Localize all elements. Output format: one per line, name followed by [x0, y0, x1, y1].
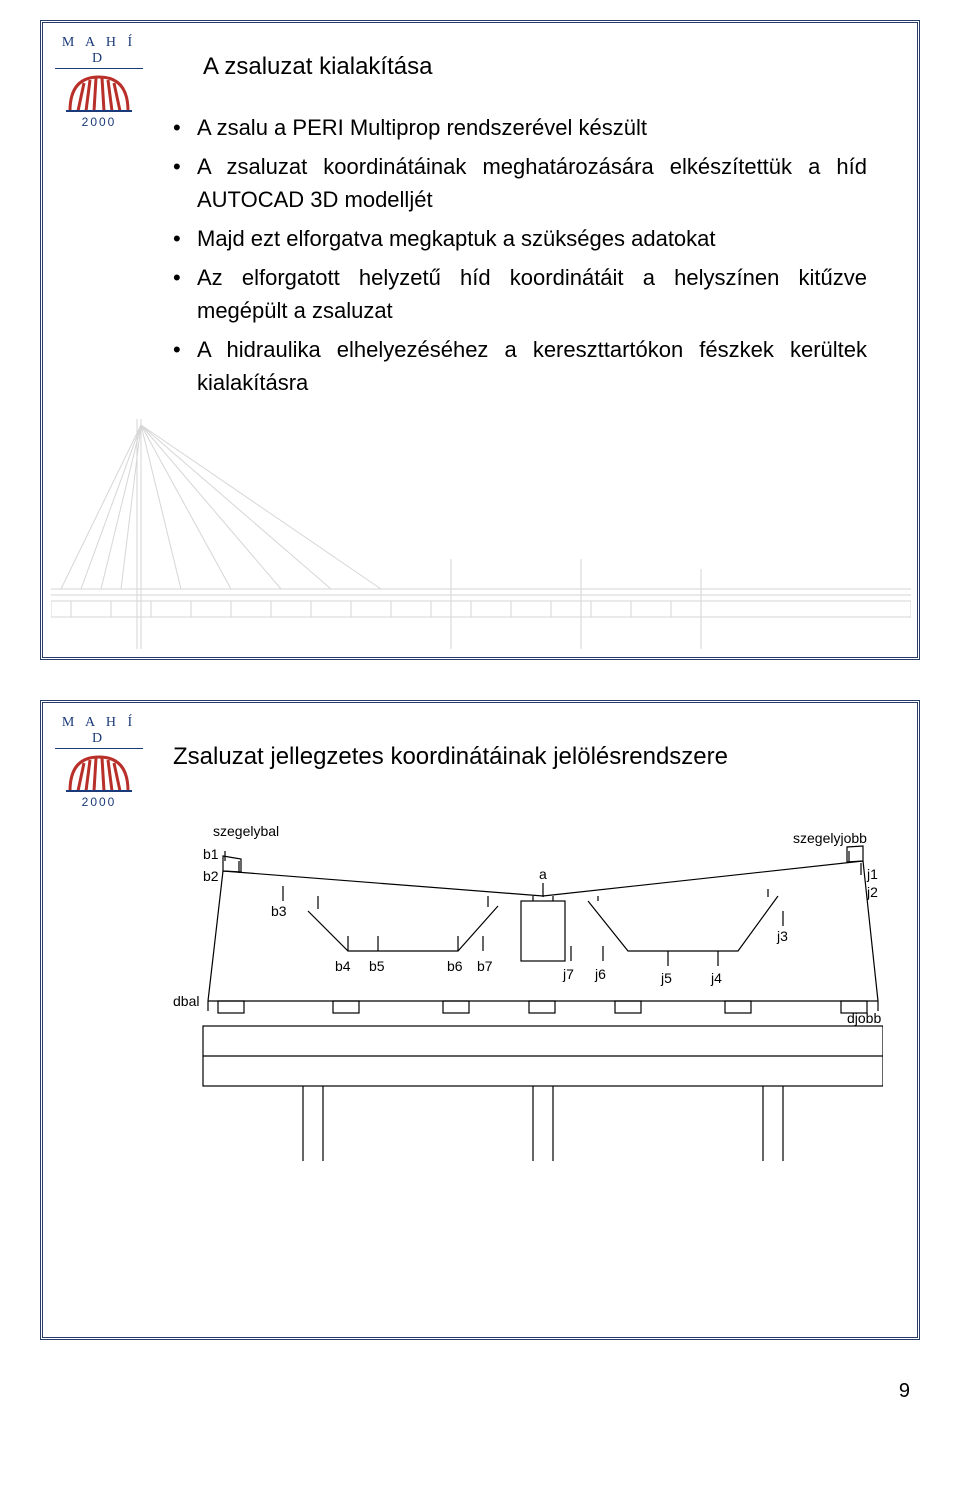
- label-szegelyjobb: szegelyjobb: [793, 830, 867, 846]
- list-item: Az elforgatott helyzetű híd koordinátáit…: [173, 261, 867, 327]
- slide-title: A zsaluzat kialakítása: [203, 53, 867, 81]
- label-b6: b6: [447, 958, 463, 974]
- diagram-svg: szegelybal b1 b2 b3 b4 b5 b6 b7 a j7 j6 …: [163, 801, 883, 1161]
- watermark-bridge-icon: [51, 419, 911, 649]
- list-item: Majd ezt elforgatva megkaptuk a szüksége…: [173, 222, 867, 255]
- label-j7: j7: [562, 966, 574, 982]
- label-b3: b3: [271, 903, 287, 919]
- logo-icon: [64, 751, 134, 795]
- label-djobb: djobb: [847, 1010, 881, 1026]
- label-b7: b7: [477, 958, 493, 974]
- list-item: A hidraulika elhelyezéséhez a kereszttar…: [173, 333, 867, 399]
- label-j3: j3: [776, 928, 788, 944]
- label-b5: b5: [369, 958, 385, 974]
- logo: M A H Í D 2000: [55, 35, 143, 129]
- list-item: A zsaluzat koordinátáinak meghatározásár…: [173, 150, 867, 216]
- label-j6: j6: [594, 966, 606, 982]
- label-b2: b2: [203, 868, 219, 884]
- logo-year: 2000: [55, 795, 143, 809]
- logo-brand: M A H Í D: [55, 715, 143, 749]
- label-szegelybal: szegelybal: [213, 823, 279, 839]
- slide-2: M A H Í D 2000 Zsaluzat jellegzetes koor…: [40, 700, 920, 1340]
- logo-brand: M A H Í D: [55, 35, 143, 69]
- label-j5: j5: [660, 970, 672, 986]
- label-b4: b4: [335, 958, 351, 974]
- list-item: A zsalu a PERI Multiprop rendszerével ké…: [173, 111, 867, 144]
- cross-section-diagram: szegelybal b1 b2 b3 b4 b5 b6 b7 a j7 j6 …: [163, 801, 867, 1166]
- label-j1: j1: [866, 866, 878, 882]
- slide-1: M A H Í D 2000 A zsaluzat kialakítása A …: [40, 20, 920, 660]
- label-j4: j4: [710, 970, 722, 986]
- logo-icon: [64, 71, 134, 115]
- label-a: a: [539, 866, 547, 882]
- page-number: 9: [40, 1380, 920, 1403]
- label-dbal: dbal: [173, 993, 199, 1009]
- label-b1: b1: [203, 846, 219, 862]
- logo-year: 2000: [55, 115, 143, 129]
- bullet-list: A zsalu a PERI Multiprop rendszerével ké…: [173, 111, 867, 399]
- label-j2: j2: [866, 884, 878, 900]
- slide-title: Zsaluzat jellegzetes koordinátáinak jelö…: [173, 743, 867, 771]
- logo: M A H Í D 2000: [55, 715, 143, 809]
